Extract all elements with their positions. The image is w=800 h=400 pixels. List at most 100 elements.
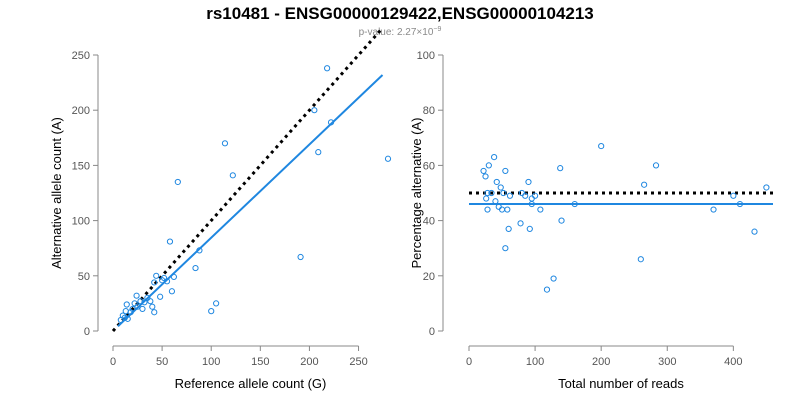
percent-data-point [598,142,605,150]
allele-y-tick-label: 150 [72,160,90,172]
allele-data-point [192,264,199,272]
percent-data-point [480,167,487,175]
percent-points [480,142,770,293]
percent-y-axis: 0 20 40 60 80 100 Percentage alternative (A) [409,50,444,338]
allele-data-point [208,308,215,315]
percent-x-tick-label: 400 [724,356,742,368]
percent-data-point [537,206,544,213]
percent-data-point [522,192,529,199]
percent-y-tick-label: 80 [423,105,435,117]
allele-data-point [168,288,176,295]
percent-data-point [736,200,744,208]
allele-data-point [141,299,148,306]
allele-data-point [122,308,129,315]
percent-data-point [526,225,533,232]
percent-data-point [482,173,489,180]
percent-data-point [528,200,535,208]
allele-data-point [384,155,392,162]
allele-data-point [229,172,236,179]
allele-data-point [157,293,164,300]
allele-data-point [149,303,156,310]
percent-y-tick-label: 40 [423,216,435,228]
allele-data-point [327,119,335,126]
allele-data-point [129,305,136,313]
p-value-text: p-value: 2.27×10−9 [359,26,442,38]
allele-data-point [170,273,177,281]
percent-y-tick-label: 20 [423,271,435,283]
percent-x-tick-label: 0 [466,356,472,368]
allele-x-axis-label: Reference allele count (G) [175,376,327,391]
percent-data-point [528,195,535,202]
percentage-alternative-scatter-panel: 0 100 200 300 400 Total number of reads 0 20 40 6… [409,50,773,391]
p-value-exponent: −9 [433,26,441,33]
percent-data-point [505,225,512,232]
percent-x-axis: 0 100 200 300 400 Total number of reads [466,345,743,391]
percent-x-tick-label: 200 [592,356,610,368]
percent-data-point [730,192,737,199]
percent-data-point [543,286,551,293]
percent-data-point [525,178,532,186]
allele-x-tick-label: 200 [300,356,318,368]
percent-x-tick-label: 300 [658,356,676,368]
allele-data-point [311,107,318,114]
allele-count-scatter-panel: 0 50 100 150 200 250 Reference allele count (G… [49,27,392,391]
allele-data-point [174,178,181,186]
allele-data-point [297,253,304,261]
allele-x-axis: 0 50 100 150 200 250 Reference allele count (G… [110,345,368,391]
allele-data-point [123,301,130,308]
percent-data-point [504,206,511,213]
percent-y-tick-label: 100 [417,50,435,62]
allele-data-point [147,298,154,305]
allele-points [117,65,392,324]
allele-x-tick-label: 250 [349,356,367,368]
allele-data-point [137,298,144,305]
allele-data-point [315,149,322,156]
percent-data-point [517,220,524,227]
allele-data-point [139,305,146,313]
allele-x-tick-label: 50 [156,356,168,368]
allele-data-point [213,300,220,307]
allele-y-axis: 0 50 100 150 200 250 Alternative allele count … [49,50,99,338]
allele-data-point [121,314,128,321]
allele-y-axis-label: Alternative allele count (A) [49,117,64,269]
allele-data-point [124,315,131,322]
percent-data-point [531,192,539,199]
percent-data-point [484,206,491,213]
allele-data-point [221,140,229,147]
percent-data-point [506,192,514,199]
allele-reference-line [111,27,384,332]
percent-data-point [493,178,500,186]
percent-data-point [652,162,660,169]
percent-data-point [557,165,564,172]
percent-data-point [637,256,644,263]
percent-data-point [497,184,504,191]
percent-data-point [483,195,490,202]
percent-data-point [502,167,509,175]
allele-data-point [127,309,134,316]
allele-y-tick-label: 200 [72,105,90,117]
percent-data-point [492,198,499,205]
chart-title: rs10481 - ENSG00000129422,ENSG0000010421… [206,4,594,23]
allele-x-tick-label: 150 [251,356,269,368]
percent-data-point [763,184,770,191]
allele-data-point [163,278,171,285]
allele-fit-line [117,74,384,328]
allele-y-tick-label: 100 [72,216,90,228]
percent-y-axis-label: Percentage alternative (A) [409,117,424,268]
percent-y-tick-label: 0 [429,326,435,338]
percent-data-point [498,206,506,213]
percent-x-axis-label: Total number of reads [558,376,684,391]
percent-data-point [491,154,498,161]
percent-data-point [484,189,491,197]
allele-data-point [153,272,160,279]
percent-y-tick-label: 60 [423,160,435,172]
percent-x-tick-label: 100 [526,356,544,368]
allele-data-point [166,238,174,245]
allele-data-point [324,65,331,72]
percent-data-point [500,189,507,197]
allele-data-point [134,303,141,310]
percent-data-point [488,189,495,197]
percent-data-point [550,275,557,282]
percent-data-point [558,217,565,224]
